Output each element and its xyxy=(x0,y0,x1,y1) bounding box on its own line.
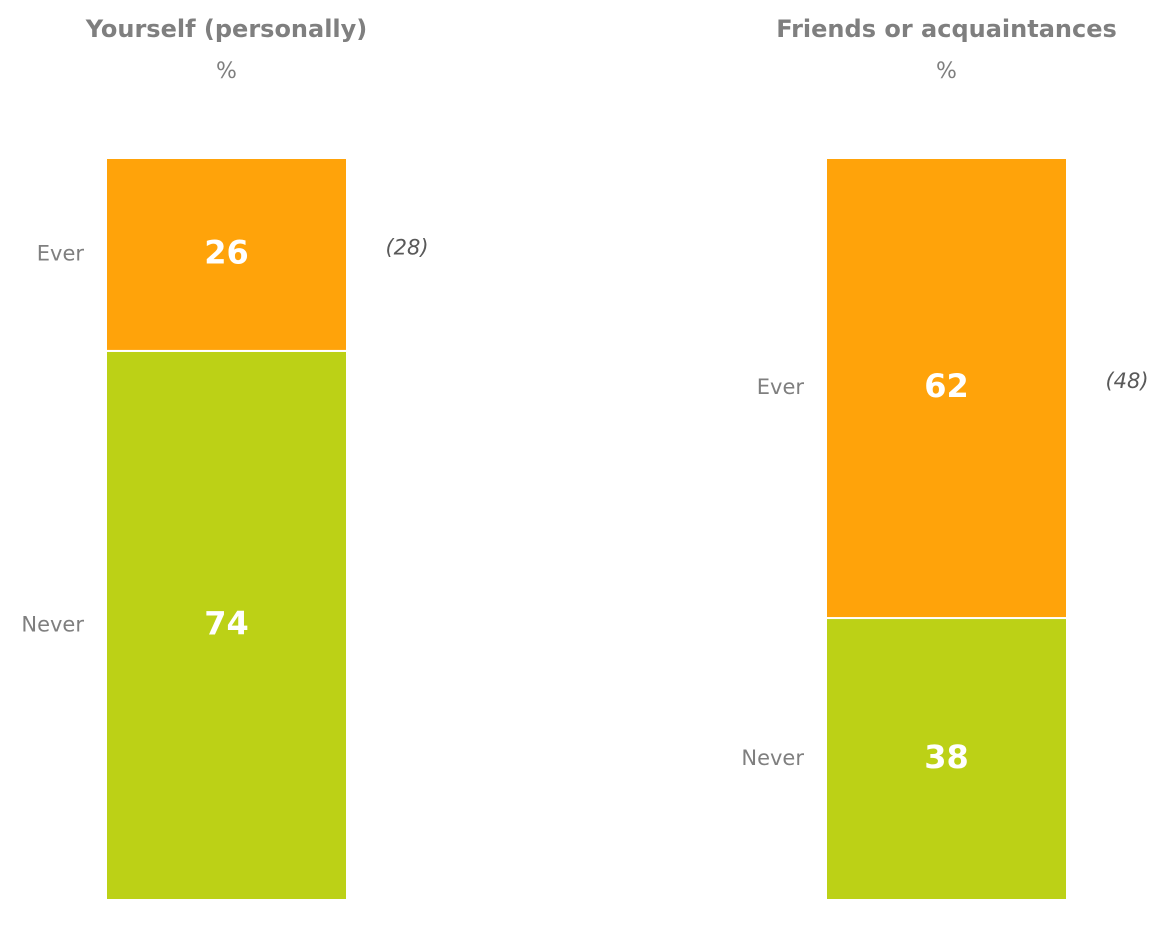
value-label: 62 xyxy=(924,367,969,405)
value-label: 74 xyxy=(204,604,249,642)
value-label: 26 xyxy=(204,233,249,271)
chart-subtitle: % xyxy=(216,59,237,84)
segment-label: Never xyxy=(21,612,84,636)
segment-label: Ever xyxy=(37,241,85,265)
annotation: (48) xyxy=(1105,369,1148,393)
annotation: (28) xyxy=(385,235,428,259)
value-label: 38 xyxy=(924,738,969,776)
chart-title: Yourself (personally) xyxy=(85,15,368,43)
bar-segment xyxy=(105,349,348,902)
bar-segment xyxy=(105,157,348,352)
bar-segment xyxy=(825,157,1068,620)
chart-subtitle: % xyxy=(936,59,957,84)
segment-label: Never xyxy=(741,746,804,770)
chart-title: Friends or acquaintances xyxy=(776,15,1117,43)
segment-label: Ever xyxy=(757,375,805,399)
